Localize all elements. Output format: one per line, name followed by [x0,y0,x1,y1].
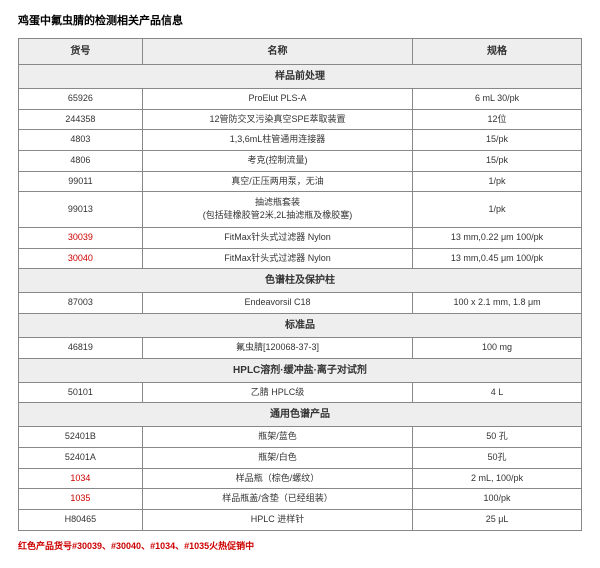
cell-name: ProElut PLS-A [142,89,412,110]
cell-name: 1,3,6mL柱管通用连接器 [142,130,412,151]
table-row: 50101乙腈 HPLC级4 L [19,382,582,403]
cell-code: 87003 [19,293,143,314]
section-title: 标准品 [19,313,582,337]
cell-spec: 15/pk [413,130,582,151]
cell-name: HPLC 进样针 [142,510,412,531]
table-row: 99013抽滤瓶套装(包括硅橡胶管2米,2L抽滤瓶及橡胶塞)1/pk [19,192,582,227]
section-title: 通用色谱产品 [19,403,582,427]
table-row: 30040FitMax针头式过滤器 Nylon13 mm,0.45 μm 100… [19,248,582,269]
section-title: 色谱柱及保护柱 [19,269,582,293]
cell-spec: 50 孔 [413,427,582,448]
cell-name: 样品瓶（棕色/螺纹） [142,468,412,489]
cell-code: 244358 [19,109,143,130]
section-header: 通用色谱产品 [19,403,582,427]
section-header: 标准品 [19,313,582,337]
table-row: 52401A瓶架/白色50孔 [19,447,582,468]
cell-name: FitMax针头式过滤器 Nylon [142,227,412,248]
cell-spec: 13 mm,0.22 μm 100/pk [413,227,582,248]
cell-code: 1035 [19,489,143,510]
cell-spec: 4 L [413,382,582,403]
section-header: 样品前处理 [19,65,582,89]
cell-spec: 6 mL 30/pk [413,89,582,110]
header-code: 货号 [19,39,143,65]
cell-code: 65926 [19,89,143,110]
cell-name: 瓶架/蓝色 [142,427,412,448]
table-row: 30039FitMax针头式过滤器 Nylon13 mm,0.22 μm 100… [19,227,582,248]
cell-code: 99013 [19,192,143,227]
cell-name: Endeavorsil C18 [142,293,412,314]
table-row: H80465HPLC 进样针25 μL [19,510,582,531]
table-row: 87003Endeavorsil C18100 x 2.1 mm, 1.8 μm [19,293,582,314]
cell-code: 50101 [19,382,143,403]
section-title: 样品前处理 [19,65,582,89]
cell-spec: 50孔 [413,447,582,468]
cell-name: 乙腈 HPLC级 [142,382,412,403]
cell-spec: 15/pk [413,151,582,172]
cell-code: 1034 [19,468,143,489]
table-row: 65926ProElut PLS-A6 mL 30/pk [19,89,582,110]
cell-spec: 1/pk [413,171,582,192]
cell-code: 30039 [19,227,143,248]
cell-spec: 13 mm,0.45 μm 100/pk [413,248,582,269]
header-name: 名称 [142,39,412,65]
product-table: 货号 名称 规格 样品前处理65926ProElut PLS-A6 mL 30/… [18,38,582,531]
section-header: 色谱柱及保护柱 [19,269,582,293]
cell-name: 考克(控制流量) [142,151,412,172]
cell-code: 30040 [19,248,143,269]
page-title: 鸡蛋中氟虫腈的检测相关产品信息 [18,12,582,28]
table-row: 1035样品瓶盖/含垫（已经组装）100/pk [19,489,582,510]
table-row: 46819氟虫腈[120068-37-3]100 mg [19,337,582,358]
cell-spec: 1/pk [413,192,582,227]
cell-name: 12管防交叉污染真空SPE萃取装置 [142,109,412,130]
cell-name: 抽滤瓶套装(包括硅橡胶管2米,2L抽滤瓶及橡胶塞) [142,192,412,227]
cell-code: 46819 [19,337,143,358]
cell-code: 52401B [19,427,143,448]
cell-name: 样品瓶盖/含垫（已经组装） [142,489,412,510]
section-title: HPLC溶剂·缓冲盐·离子对试剂 [19,358,582,382]
cell-spec: 100 mg [413,337,582,358]
table-row: 99011真空/正压两用泵，无油1/pk [19,171,582,192]
section-header: HPLC溶剂·缓冲盐·离子对试剂 [19,358,582,382]
cell-spec: 2 mL, 100/pk [413,468,582,489]
table-row: 1034样品瓶（棕色/螺纹）2 mL, 100/pk [19,468,582,489]
table-row: 4806考克(控制流量)15/pk [19,151,582,172]
cell-code: H80465 [19,510,143,531]
cell-code: 52401A [19,447,143,468]
table-row: 48031,3,6mL柱管通用连接器15/pk [19,130,582,151]
cell-spec: 25 μL [413,510,582,531]
cell-code: 4803 [19,130,143,151]
cell-name: FitMax针头式过滤器 Nylon [142,248,412,269]
cell-spec: 100/pk [413,489,582,510]
footer-note: 红色产品货号#30039、#30040、#1034、#1035火热促销中 [18,539,582,552]
cell-name: 真空/正压两用泵，无油 [142,171,412,192]
table-row: 24435812管防交叉污染真空SPE萃取装置12位 [19,109,582,130]
cell-code: 4806 [19,151,143,172]
header-row: 货号 名称 规格 [19,39,582,65]
table-row: 52401B瓶架/蓝色50 孔 [19,427,582,448]
cell-code: 99011 [19,171,143,192]
cell-name: 瓶架/白色 [142,447,412,468]
cell-name: 氟虫腈[120068-37-3] [142,337,412,358]
header-spec: 规格 [413,39,582,65]
cell-spec: 12位 [413,109,582,130]
cell-spec: 100 x 2.1 mm, 1.8 μm [413,293,582,314]
